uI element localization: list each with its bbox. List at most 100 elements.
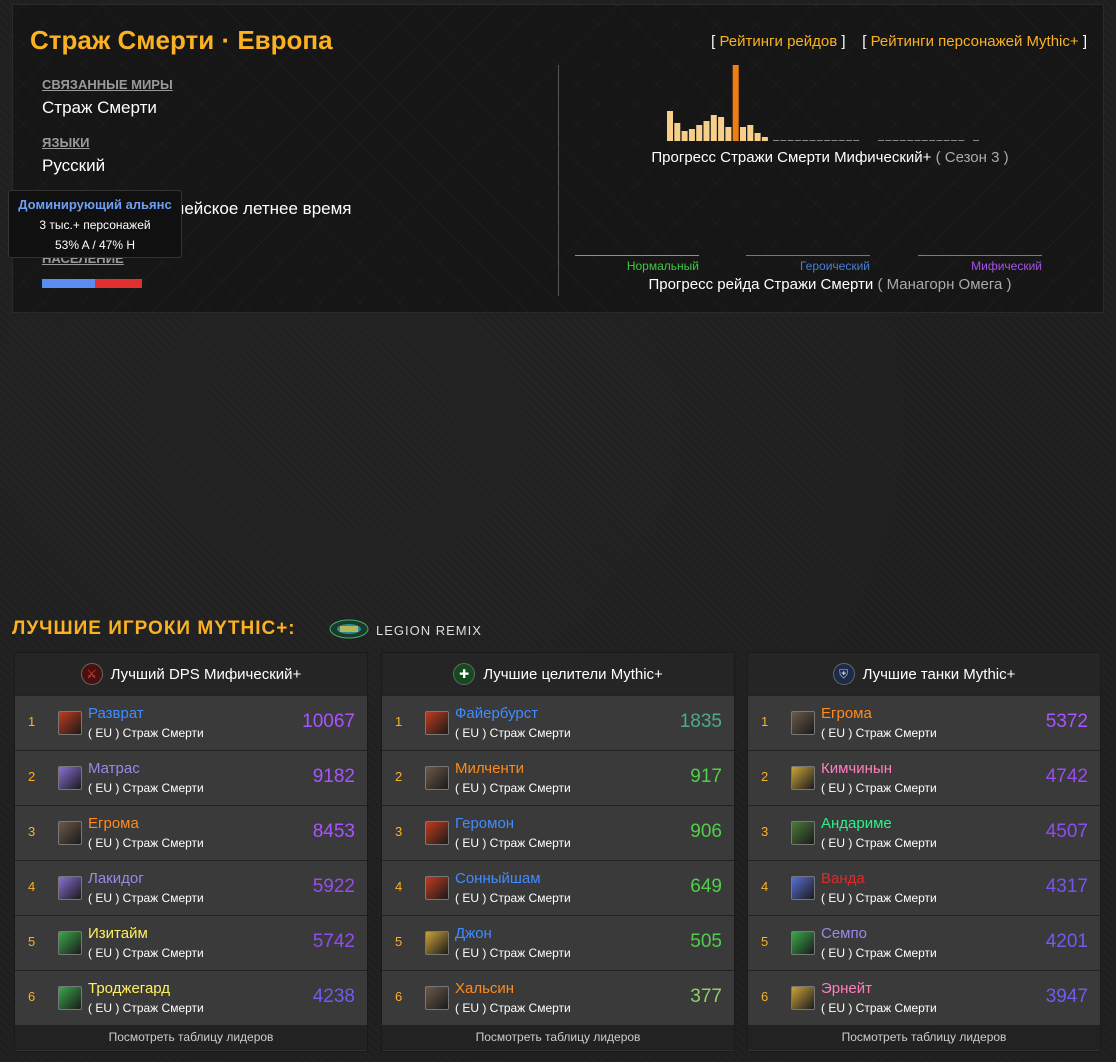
rank-number: 6 <box>28 989 36 1004</box>
player-name[interactable]: Лакидог <box>88 870 144 887</box>
player-name[interactable]: Ванда <box>821 870 865 887</box>
board-title: Лучшие танки Mythic+ <box>862 665 1016 683</box>
mplus-bar <box>688 129 695 141</box>
mplus-score: 4507 <box>1045 821 1088 842</box>
player-name[interactable]: Хальсин <box>455 980 515 997</box>
mplus-score: 10067 <box>302 711 355 732</box>
mplus-score: 4201 <box>1045 931 1088 952</box>
player-name[interactable]: Эрнейт <box>821 980 872 997</box>
leaderboard-row[interactable]: 5 Джон ( EU ) Страж Смерти 505 <box>382 915 734 970</box>
mplus-bar-empty <box>885 140 892 141</box>
board-title: Лучший DPS Мифический+ <box>110 665 302 683</box>
class-icon <box>58 876 82 900</box>
rank-number: 6 <box>761 989 769 1004</box>
raid-normal-line <box>575 255 699 256</box>
player-name[interactable]: Милченти <box>455 760 524 777</box>
leaderboard-row[interactable]: 5 Изитайм ( EU ) Страж Смерти 5742 <box>15 915 367 970</box>
player-name[interactable]: Семпо <box>821 925 867 942</box>
view-leaderboard-link[interactable]: Посмотреть таблицу лидеров <box>382 1025 734 1050</box>
realm-card: Страж Смерти · Европа [ Рейтинги рейдов … <box>12 4 1104 313</box>
mplus-score: 5922 <box>312 876 355 897</box>
mplus-progress-chart[interactable] <box>653 63 993 141</box>
leaderboard-row[interactable]: 6 Хальсин ( EU ) Страж Смерти 377 <box>382 970 734 1025</box>
class-icon <box>425 876 449 900</box>
player-realm: ( EU ) Страж Смерти <box>821 946 937 960</box>
leaderboard-row[interactable]: 2 Кимчинын ( EU ) Страж Смерти 4742 <box>748 750 1100 805</box>
raid-mythic[interactable]: Мифический <box>918 255 1042 273</box>
mplus-score: 9182 <box>312 766 355 787</box>
languages-label[interactable]: ЯЗЫКИ <box>42 135 90 150</box>
class-icon <box>791 711 815 735</box>
player-realm: ( EU ) Страж Смерти <box>821 726 937 740</box>
class-icon <box>425 931 449 955</box>
mplus-score: 4742 <box>1045 766 1088 787</box>
leaderboard-row[interactable]: 6 Троджегард ( EU ) Страж Смерти 4238 <box>15 970 367 1025</box>
tooltip-count: 3 тыс.+ персонажей <box>39 218 151 232</box>
mplus-bar-empty <box>921 140 928 141</box>
player-realm: ( EU ) Страж Смерти <box>821 836 937 850</box>
leaderboard-row[interactable]: 5 Семпо ( EU ) Страж Смерти 4201 <box>748 915 1100 970</box>
leaderboard-row[interactable]: 1 Разврат ( EU ) Страж Смерти 10067 <box>15 695 367 750</box>
leaderboard-row[interactable]: 3 Геромон ( EU ) Страж Смерти 906 <box>382 805 734 860</box>
mplus-bar <box>725 127 732 141</box>
player-realm: ( EU ) Страж Смерти <box>88 836 204 850</box>
player-realm: ( EU ) Страж Смерти <box>455 726 571 740</box>
raid-normal[interactable]: Нормальный <box>575 255 699 273</box>
player-name[interactable]: Разврат <box>88 705 144 722</box>
leaderboard-row[interactable]: 4 Лакидог ( EU ) Страж Смерти 5922 <box>15 860 367 915</box>
leaderboard-row[interactable]: 2 Матрас ( EU ) Страж Смерти 9182 <box>15 750 367 805</box>
mplus-season: ( Сезон 3 ) <box>935 149 1009 166</box>
player-name[interactable]: Изитайм <box>88 925 148 942</box>
mplus-bar <box>747 125 754 141</box>
top-links: [ Рейтинги рейдов ] [ Рейтинги персонаже… <box>711 33 1087 50</box>
player-realm: ( EU ) Страж Смерти <box>821 891 937 905</box>
player-realm: ( EU ) Страж Смерти <box>88 1001 204 1015</box>
mplus-bar <box>732 65 739 141</box>
leaderboard-row[interactable]: 3 Егрома ( EU ) Страж Смерти 8453 <box>15 805 367 860</box>
raid-rankings-link[interactable]: Рейтинги рейдов <box>719 33 838 50</box>
leaderboard-row[interactable]: 4 Ванда ( EU ) Страж Смерти 4317 <box>748 860 1100 915</box>
rank-number: 3 <box>28 824 36 839</box>
leaderboard-row[interactable]: 6 Эрнейт ( EU ) Страж Смерти 3947 <box>748 970 1100 1025</box>
player-name[interactable]: Троджегард <box>88 980 171 997</box>
mplus-bar-empty <box>892 140 899 141</box>
leaderboard-row[interactable]: 1 Файербурст ( EU ) Страж Смерти 1835 <box>382 695 734 750</box>
raid-heroic[interactable]: Героический <box>746 255 870 273</box>
raid-heroic-label: Героический <box>799 259 870 273</box>
player-name[interactable]: Файербурст <box>455 705 539 722</box>
player-name[interactable]: Сонныйшам <box>455 870 541 887</box>
class-icon <box>58 711 82 735</box>
population-bar[interactable] <box>42 279 142 288</box>
player-name[interactable]: Егрома <box>821 705 872 722</box>
player-name[interactable]: Матрас <box>88 760 140 777</box>
board-header: ⚔ Лучший DPS Мифический+ <box>15 653 367 695</box>
leaderboard-row[interactable]: 1 Егрома ( EU ) Страж Смерти 5372 <box>748 695 1100 750</box>
mplus-progress-caption: Прогресс Стражи Смерти Мифический+ ( Сез… <box>557 149 1103 166</box>
mplus-caption-text: Прогресс Стражи Смерти Мифический+ <box>651 149 932 166</box>
leaderboard-row[interactable]: 2 Милченти ( EU ) Страж Смерти 917 <box>382 750 734 805</box>
player-realm: ( EU ) Страж Смерти <box>455 836 571 850</box>
player-name[interactable]: Андариме <box>821 815 892 832</box>
mplus-rankings-link[interactable]: Рейтинги персонажей Mythic+ <box>870 33 1079 50</box>
tank-icon: ⛨ <box>832 663 855 685</box>
languages-value: Русский <box>42 156 106 175</box>
view-leaderboard-link[interactable]: Посмотреть таблицу лидеров <box>748 1025 1100 1050</box>
mplus-bar-empty <box>878 140 884 141</box>
mplus-bar-empty <box>802 140 809 141</box>
leaderboard-row[interactable]: 4 Сонныйшам ( EU ) Страж Смерти 649 <box>382 860 734 915</box>
connected-realms-label[interactable]: СВЯЗАННЫЕ МИРЫ <box>42 77 173 92</box>
player-name[interactable]: Кимчинын <box>821 760 892 777</box>
leaderboard-row[interactable]: 3 Андариме ( EU ) Страж Смерти 4507 <box>748 805 1100 860</box>
player-name[interactable]: Джон <box>455 925 492 942</box>
mplus-bar-empty <box>794 140 801 141</box>
player-name[interactable]: Геромон <box>455 815 515 832</box>
raid-caption-text: Прогресс рейда Стражи Смерти <box>648 276 874 293</box>
player-realm: ( EU ) Страж Смерти <box>455 946 571 960</box>
class-icon <box>58 821 82 845</box>
mplus-bar-empty <box>907 140 914 141</box>
class-icon <box>791 931 815 955</box>
view-leaderboard-link[interactable]: Посмотреть таблицу лидеров <box>15 1025 367 1050</box>
player-name[interactable]: Егрома <box>88 815 139 832</box>
mplus-bar <box>674 123 681 141</box>
mplus-score: 8453 <box>312 821 355 842</box>
